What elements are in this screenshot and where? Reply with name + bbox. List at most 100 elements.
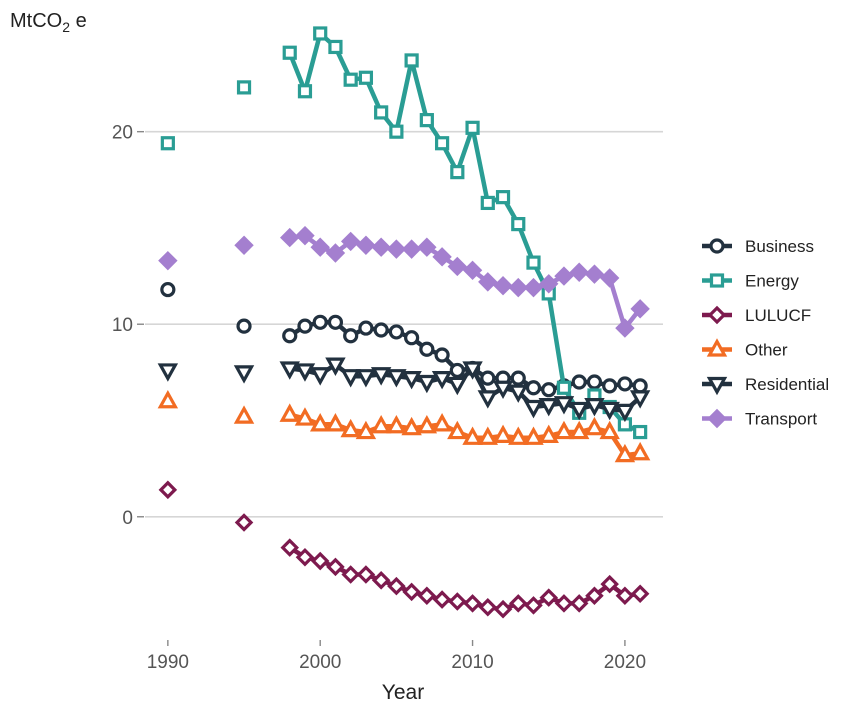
legend-item-residential: Residential [702,375,829,396]
point-energy-1995 [236,80,252,95]
point-energy-2021 [633,424,648,440]
point-transport-2016 [554,266,574,286]
point-residential-2019 [599,401,620,421]
point-energy-1990 [160,136,175,151]
line-transport [287,233,643,331]
point-residential-1990 [157,363,179,382]
point-transport-2014 [523,277,544,298]
point-residential-2012 [492,380,514,400]
point-lulucf-2012 [493,599,513,619]
point-energy-2003 [358,70,374,85]
point-lulucf-1990 [158,480,178,500]
point-residential-2003 [355,369,377,388]
point-transport-1998 [280,227,300,248]
point-energy-2004 [374,105,389,120]
point-transport-2007 [417,237,437,257]
point-other-2014 [523,426,544,445]
point-transport-2013 [508,277,528,298]
point-business-2013 [510,370,526,386]
legend-item-lulucf: LULUCF [702,305,811,325]
point-lulucf-2015 [539,588,558,607]
point-other-2003 [355,420,377,440]
point-other-2000 [309,413,331,432]
legend-key-marker-transport [707,408,727,429]
point-other-2009 [447,420,468,440]
point-transport-2017 [569,262,589,282]
point-business-1998 [282,328,298,344]
point-other-2007 [416,414,438,434]
point-lulucf-2019 [600,574,619,594]
point-lulucf-2016 [554,594,574,613]
legend-label-energy: Energy [745,272,799,291]
point-other-2019 [599,420,620,440]
point-business-2009 [449,362,465,379]
point-lulucf-2002 [341,565,360,584]
point-other-2005 [386,414,407,434]
point-lulucf-2007 [417,586,437,605]
point-other-2020 [614,443,636,463]
grid-lines [145,130,663,518]
point-residential-2020 [614,403,636,423]
point-business-2014 [525,380,542,396]
point-lulucf-2009 [448,592,467,611]
point-business-1995 [236,318,252,334]
legend-label-other: Other [745,341,788,360]
point-transport-2020 [615,318,635,338]
point-business-2006 [404,330,420,346]
legend-key-marker-energy [709,273,725,288]
x-tick-label-2000: 2000 [299,652,341,673]
x-tick-label-2010: 2010 [451,652,493,673]
point-transport-2010 [462,260,483,281]
point-business-2011 [480,370,496,386]
point-lulucf-2008 [432,590,452,609]
point-residential-2013 [508,384,529,403]
point-energy-2006 [404,53,419,68]
legend-item-energy: Energy [702,272,799,291]
point-lulucf-2011 [478,598,498,617]
point-lulucf-2021 [630,584,650,604]
point-lulucf-2004 [371,571,391,590]
point-transport-2002 [340,231,361,252]
x-tick-label-1990: 1990 [147,652,189,673]
point-energy-2011 [480,195,495,211]
point-lulucf-2006 [402,582,421,602]
point-business-2021 [632,378,648,394]
legend-key-marker-business [709,238,725,254]
point-business-2005 [388,324,404,340]
point-transport-2019 [599,268,620,288]
point-residential-1998 [279,361,300,380]
legend-item-business: Business [702,237,814,256]
point-other-1999 [294,407,316,426]
y-axis-label-main: MtCO [10,10,62,32]
point-business-2018 [586,374,603,390]
point-business-2017 [571,374,587,390]
point-residential-2016 [553,396,575,415]
point-residential-2018 [584,397,605,417]
point-other-1990 [157,389,179,409]
point-energy-2016 [556,380,572,395]
point-other-2016 [553,420,575,440]
point-residential-2002 [340,369,361,388]
point-business-2015 [541,382,557,398]
y-tick-label-10: 10 [112,315,133,336]
point-lulucf-1998 [280,538,299,557]
point-other-2002 [340,418,361,438]
point-energy-2005 [389,124,404,139]
point-energy-2014 [526,255,541,270]
point-residential-2005 [386,369,407,388]
point-other-2012 [492,424,514,444]
point-transport-2015 [539,274,559,294]
point-residential-2010 [462,361,483,380]
point-transport-2004 [371,237,391,257]
point-transport-2006 [401,239,422,259]
x-axis-title: Year [382,681,424,704]
point-other-2008 [431,413,453,432]
point-other-1995 [233,405,255,424]
point-energy-2002 [343,72,358,87]
point-transport-2005 [386,239,407,259]
point-residential-2015 [538,397,559,417]
point-business-2001 [327,314,344,330]
point-other-2015 [538,424,559,444]
point-lulucf-2017 [569,594,589,613]
